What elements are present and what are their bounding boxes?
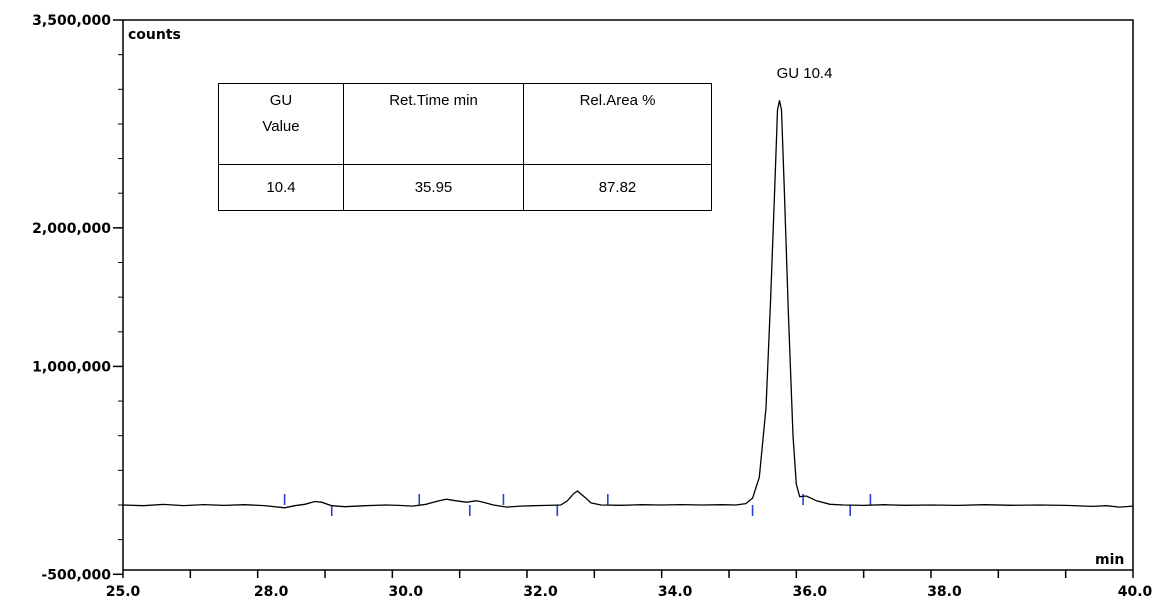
x-tick-label: 30.0 bbox=[389, 584, 424, 600]
plot-frame bbox=[122, 19, 1134, 571]
y-tick-label: -500,000 bbox=[41, 567, 111, 583]
integration-markers bbox=[283, 494, 872, 516]
x-tick-label: 36.0 bbox=[793, 584, 828, 600]
plot-axes bbox=[122, 19, 1134, 571]
y-tick-label: 3,500,000 bbox=[32, 13, 111, 29]
result-table-header-rel-area: Rel.Area % bbox=[523, 83, 712, 165]
result-table-header-text: Rel.Area % bbox=[579, 92, 656, 109]
table-row: 10.4 35.95 87.82 bbox=[218, 164, 712, 211]
result-table-header-text: Value bbox=[262, 118, 300, 135]
peak-annotations: GU 10.4 bbox=[777, 65, 833, 82]
y-tick-label: 2,000,000 bbox=[32, 221, 111, 237]
chromatogram-trace bbox=[122, 100, 1134, 509]
x-unit-label: min bbox=[1095, 552, 1124, 568]
result-table: GU Value Ret.Time min Rel.Area % 10.4 35… bbox=[218, 83, 712, 211]
result-table-cell: 35.95 bbox=[343, 164, 524, 211]
x-tick-label: 38.0 bbox=[927, 584, 962, 600]
result-table-cell: 87.82 bbox=[523, 164, 712, 211]
result-table-header-row: GU Value Ret.Time min Rel.Area % bbox=[218, 83, 712, 165]
y-unit-label: counts bbox=[128, 27, 181, 43]
x-tick-label: 28.0 bbox=[254, 584, 289, 600]
x-tick-label: 32.0 bbox=[523, 584, 558, 600]
x-tick-label: 40.0 bbox=[1118, 584, 1153, 600]
x-tick-label: 25.0 bbox=[106, 584, 141, 600]
result-table-cell: 10.4 bbox=[218, 164, 344, 211]
result-table-header-text: Ret.Time min bbox=[389, 92, 478, 109]
result-table-header-text: GU bbox=[269, 92, 293, 109]
axis-ticks bbox=[113, 19, 1134, 578]
result-table-header-gu-value: GU Value bbox=[218, 83, 344, 165]
result-table-header-ret-time: Ret.Time min bbox=[343, 83, 524, 165]
x-tick-label: 34.0 bbox=[658, 584, 693, 600]
y-tick-label: 1,000,000 bbox=[32, 359, 111, 375]
peak-label: GU 10.4 bbox=[777, 65, 833, 82]
